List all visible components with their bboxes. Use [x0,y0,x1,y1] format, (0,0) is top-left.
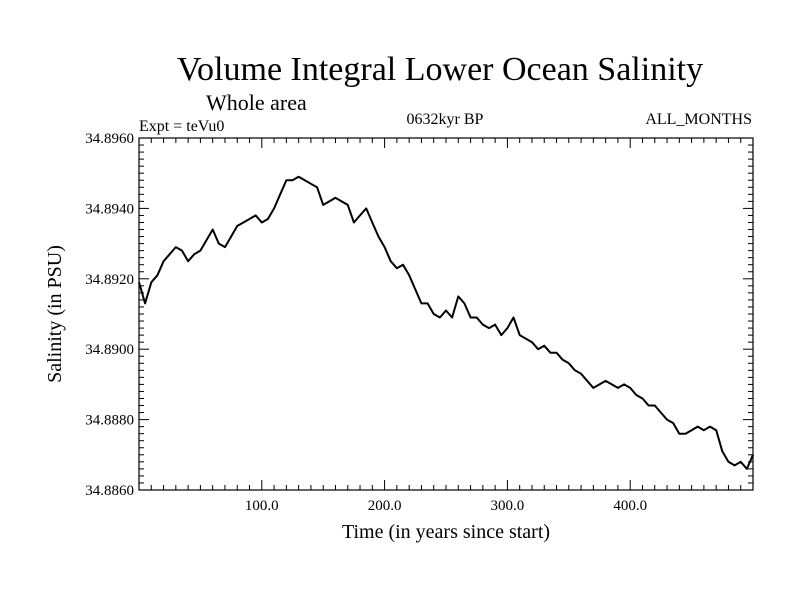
x-tick-label: 100.0 [245,498,279,514]
series-line [138,175,754,470]
y-tick-label: 34.8900 [85,342,134,358]
x-axis-label: Time (in years since start) [342,521,550,543]
y-tick-label: 34.8860 [85,483,134,499]
x-tick-label: 200.0 [368,498,402,514]
experiment-label: Expt = teVu0 [139,118,224,135]
y-tick-label: 34.8920 [85,272,134,288]
plot-frame [138,137,754,491]
period-label: 0632kyr BP [407,111,484,128]
y-tick-label: 34.8960 [85,131,134,147]
chart-subtitle: Whole area [206,90,307,115]
x-tick-label: 400.0 [613,498,647,514]
y-axis: 34.8860 34.8880 34.8900 34.8920 34.8940 34.89… [85,131,753,499]
y-axis-label: Salinity (in PSU) [44,245,66,383]
y-tick-label: 34.8940 [85,201,134,217]
chart-title: Volume Integral Lower Ocean Salinity [177,51,703,88]
x-tick-label: 300.0 [491,498,525,514]
x-axis: 100.0 200.0 300.0 400.0 [150,138,742,514]
y-tick-label: 34.8880 [85,413,134,429]
months-label: ALL_MONTHS [645,111,752,128]
